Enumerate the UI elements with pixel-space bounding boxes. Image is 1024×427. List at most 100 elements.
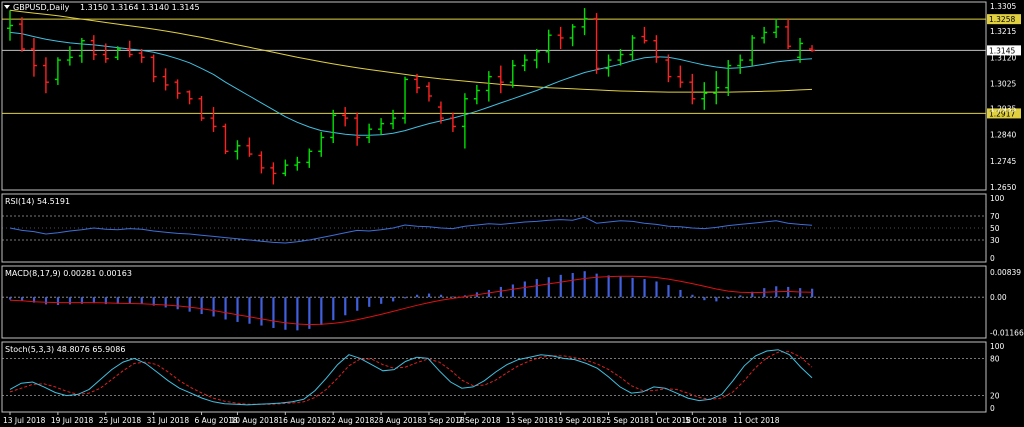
ohlc-bar	[414, 73, 420, 94]
macd-histogram-bar	[691, 294, 694, 298]
ohlc-bar	[342, 107, 349, 127]
macd-histogram-bar	[547, 277, 550, 298]
price-tag-box	[987, 14, 1021, 25]
macd-histogram-bar	[44, 297, 48, 305]
macd-histogram-bar	[751, 291, 754, 298]
ohlc-bar	[473, 84, 480, 105]
ohlc-bar	[485, 71, 492, 102]
macd-histogram-bar	[164, 297, 167, 308]
time-axis-label: 19 Jul 2018	[51, 416, 94, 425]
macd-histogram-bar	[511, 284, 514, 298]
ohlc-bar	[402, 76, 409, 124]
time-axis-label: 31 Jul 2018	[147, 416, 190, 425]
stoch-k-line	[9, 349, 813, 406]
time-axis-label: 5 Oct 2018	[685, 416, 727, 425]
macd-histogram-bar	[56, 297, 60, 306]
time-axis-label: 25 Jul 2018	[99, 416, 142, 425]
macd-histogram-bar	[499, 286, 502, 298]
stoch-panel: 100 80 20 0 Stoch(5,3,3) 48.8076 65.9086	[1, 341, 1005, 413]
macd-histogram-bar	[296, 297, 299, 331]
macd-histogram-bar	[607, 275, 610, 298]
macd-histogram-bar	[571, 273, 574, 298]
ohlc-bar	[713, 71, 720, 105]
ohlc-bar	[234, 140, 241, 160]
ohlc-bar	[665, 54, 672, 83]
ohlc-bar	[210, 107, 217, 132]
ohlc-bar	[186, 90, 193, 105]
ohlc-bar	[30, 37, 37, 77]
chart_data.2-tick-label: 0.00839	[990, 268, 1021, 277]
macd-histogram-bar	[392, 297, 395, 302]
ohlc-bar	[114, 46, 121, 61]
macd-histogram-bar	[535, 279, 538, 298]
macd-panel: 0.00839 0.00 -0.01166 MACD(8,17,9) 0.00281 …	[1, 265, 1024, 339]
rsi-line	[9, 216, 813, 244]
ohlc-bar	[449, 112, 456, 132]
macd-histogram-bar	[260, 297, 263, 326]
macd-histogram-bar	[799, 288, 802, 298]
time-axis-label: 6 Aug 2018	[195, 416, 238, 425]
macd-histogram-bar	[9, 297, 12, 300]
macd-histogram-bar	[272, 297, 275, 328]
ohlc-bar	[605, 54, 612, 77]
ohlc-bar	[593, 13, 600, 74]
ohlc-bar	[66, 46, 73, 66]
macd-histogram-bar	[487, 289, 491, 298]
price-tag-box	[987, 108, 1021, 119]
ohlc-bar	[138, 49, 145, 63]
ma-slow-line	[9, 9, 813, 93]
macd-histogram-bar	[248, 297, 251, 324]
time-axis-label: 16 Aug 2018	[278, 416, 326, 425]
chart_data.0-tick-label: 1.2840	[990, 131, 1016, 140]
macd-histogram-bar	[679, 289, 682, 298]
ohlc-bar	[761, 26, 768, 44]
chart_data.0-tick-label: 1.3120	[990, 53, 1016, 62]
chart_data.2-tick-label: -0.01166	[990, 328, 1024, 337]
chart_data.3-tick-label: 20	[990, 392, 1000, 401]
macd-histogram-bar	[703, 297, 706, 301]
macd-histogram-bar	[380, 297, 383, 304]
macd-histogram-bar	[308, 297, 311, 329]
macd-histogram-bar	[200, 297, 203, 315]
macd-histogram-bar	[80, 297, 84, 304]
ohlc-bar	[437, 101, 444, 124]
rsi-panel: 100 70 50 30 0 RSI(14) 54.5191	[1, 193, 1005, 263]
macd-histogram-bar	[32, 297, 36, 303]
time-axis-label: 22 Aug 2018	[326, 416, 374, 425]
dropdown-arrow-icon	[4, 5, 10, 9]
ohlc-bar	[461, 93, 468, 149]
ohlc-bar	[521, 54, 528, 72]
ohlc-bar	[725, 60, 732, 96]
ohlc-bar	[677, 65, 684, 88]
macd-histogram-bar	[643, 279, 646, 298]
ohlc-bar	[689, 73, 696, 105]
ohlc-bar	[78, 37, 85, 63]
ohlc-bar	[54, 57, 61, 85]
time-axis-label: 25 Sep 2018	[602, 416, 650, 425]
ohlc-bar	[42, 57, 49, 94]
macd-histogram-bar	[284, 297, 287, 330]
ohlc-bar	[545, 29, 552, 63]
ohlc-bar	[701, 82, 708, 110]
chart_data.1-tick-label: 30	[990, 236, 1000, 245]
ohlc-bar	[102, 43, 109, 63]
ohlc-bar	[270, 162, 277, 185]
ohlc-bar	[174, 79, 181, 99]
macd-histogram-bar	[451, 296, 455, 298]
chart_data.3-tick-label: 0	[990, 404, 995, 413]
chart_data.1-tick-label: 70	[990, 212, 1000, 221]
chart_data.0-tick-label: 1.2650	[990, 183, 1016, 192]
macd-histogram-bar	[104, 297, 107, 305]
price-tag-label: 1.2917	[989, 109, 1015, 118]
chart_data.0-tick-label: 1.3215	[990, 27, 1016, 36]
chart_data.3-tick-label: 80	[990, 354, 1000, 363]
chart_data.0-tick-label: 1.2745	[990, 157, 1016, 166]
macd-histogram-bar	[439, 294, 443, 298]
macd-histogram-bar	[356, 297, 359, 311]
ohlc-bar	[509, 60, 516, 88]
macd-histogram-bar	[344, 297, 347, 316]
macd-histogram-bar	[811, 288, 814, 298]
ohlc-bar	[653, 35, 660, 63]
ohlc-bar	[126, 40, 133, 58]
